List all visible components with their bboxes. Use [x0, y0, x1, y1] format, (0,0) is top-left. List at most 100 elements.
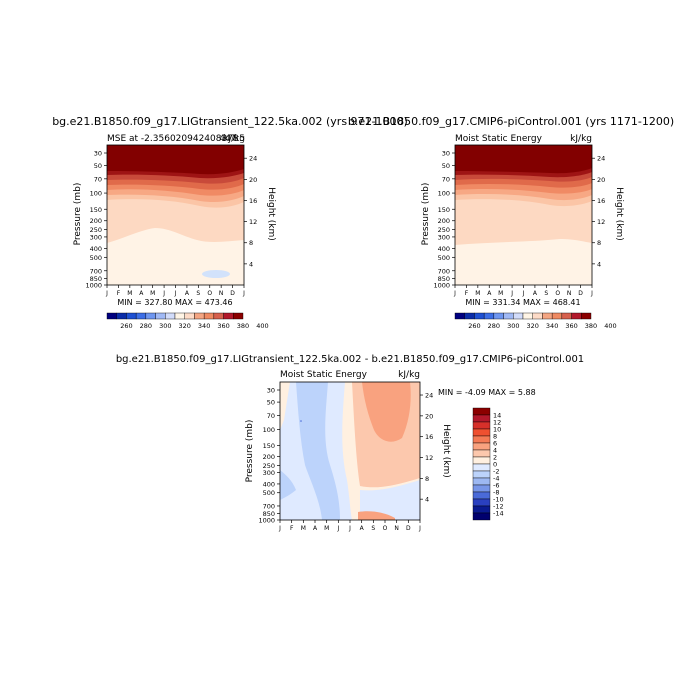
- panel2-colorbar: 260 280 300 320 340 360 380 400: [454, 312, 617, 330]
- y-tick-label-left: 850: [263, 510, 275, 518]
- colorbar-swatch: [472, 407, 491, 416]
- x-tick-label: J: [510, 290, 513, 297]
- x-tick-label: M: [498, 290, 503, 297]
- colorbar-swatch: [472, 484, 491, 493]
- x-tick-label: M: [150, 290, 155, 297]
- x-tick-label: J: [418, 525, 421, 532]
- y-tick-label-right: 4: [249, 260, 253, 268]
- x-tick-label: J: [453, 290, 456, 297]
- colorbar-swatch: [203, 312, 215, 320]
- y-tick-label-left: 250: [438, 226, 450, 234]
- panel2-title: b.e21.B1850.f09_g17.CMIP6-piControl.001 …: [348, 115, 674, 128]
- x-tick-label: D: [406, 525, 411, 532]
- panel1-y-ticks-right: 24 20 16 12 8 4: [244, 155, 257, 268]
- y-tick-label-left: 500: [90, 254, 102, 262]
- colorbar-label: 14: [493, 412, 501, 420]
- colorbar-label: 380: [585, 322, 597, 330]
- y-tick-label-left: 400: [263, 480, 275, 488]
- colorbar-swatch: [542, 312, 553, 320]
- x-tick-label: D: [578, 290, 583, 297]
- panel3-ylabel-left: Pressure (mb): [245, 420, 255, 483]
- x-tick-label: O: [383, 525, 388, 532]
- x-tick-label: O: [555, 290, 560, 297]
- colorbar-swatch: [493, 312, 504, 320]
- y-tick-label-right: 16: [249, 197, 257, 205]
- panel1-units: kJ/kg: [223, 134, 245, 144]
- x-tick-label: S: [544, 290, 548, 297]
- colorbar-swatch: [561, 312, 572, 320]
- panel3-ylabel-right: Height (km): [441, 424, 451, 478]
- y-tick-label-left: 300: [438, 233, 450, 241]
- y-tick-label-left: 1000: [258, 517, 275, 525]
- colorbar-swatch: [454, 312, 465, 320]
- x-tick-label: A: [313, 525, 318, 532]
- colorbar-swatch: [135, 312, 147, 320]
- y-tick-label-left: 100: [438, 190, 450, 198]
- x-tick-label: A: [360, 525, 365, 532]
- y-tick-label-right: 24: [425, 392, 433, 400]
- y-tick-label-left: 50: [94, 162, 102, 170]
- colorbar-label: 260: [468, 322, 480, 330]
- colorbar-swatch: [155, 312, 166, 320]
- panel1-subtitle: MSE at -2.356020942408378: [107, 134, 239, 144]
- y-tick-label-left: 100: [90, 190, 102, 198]
- colorbar-label: 300: [507, 322, 519, 330]
- x-tick-label: M: [301, 525, 306, 532]
- colorbar-swatch: [483, 312, 495, 320]
- colorbar-swatch: [174, 312, 185, 320]
- colorbar-label: 280: [140, 322, 152, 330]
- colorbar-swatch: [472, 414, 491, 423]
- y-tick-label-right: 12: [425, 454, 433, 462]
- colorbar-swatch: [581, 312, 592, 320]
- panel3-region-neg2-left: [280, 470, 296, 500]
- y-tick-label-left: 70: [267, 412, 275, 420]
- y-tick-label-left: 70: [442, 175, 450, 183]
- y-tick-label-right: 20: [597, 176, 605, 184]
- y-tick-label-left: 700: [263, 502, 275, 510]
- y-tick-label-left: 30: [94, 150, 102, 158]
- colorbar-label: 6: [493, 440, 497, 448]
- panel3-region-pos-bottom: [358, 511, 395, 520]
- panel2-plot-area: [455, 145, 592, 285]
- y-tick-label-left: 300: [90, 233, 102, 241]
- colorbar-label: 400: [256, 322, 268, 330]
- x-tick-label: J: [336, 525, 339, 532]
- panel3-region-neg2: [296, 382, 340, 520]
- x-tick-label: M: [324, 525, 329, 532]
- y-tick-label-right: 12: [249, 218, 257, 226]
- x-tick-label: J: [174, 290, 177, 297]
- panel1-band-top: [107, 145, 244, 175]
- panel3-plot-area: [280, 382, 420, 520]
- colorbar-swatch: [165, 312, 176, 320]
- colorbar-swatch: [472, 498, 491, 507]
- y-tick-label-left: 200: [263, 453, 275, 461]
- y-tick-label-left: 100: [263, 426, 275, 434]
- x-tick-label: N: [567, 290, 572, 297]
- y-tick-label-left: 50: [442, 162, 450, 170]
- y-tick-label-right: 4: [597, 260, 601, 268]
- x-tick-label: A: [487, 290, 492, 297]
- colorbar-label: 340: [198, 322, 210, 330]
- x-tick-label: J: [242, 290, 245, 297]
- panel2-subtitle: Moist Static Energy: [455, 134, 543, 144]
- y-tick-label-right: 20: [249, 176, 257, 184]
- y-tick-label-left: 700: [438, 267, 450, 275]
- y-tick-label-left: 250: [90, 226, 102, 234]
- panel-liG-transient: bg.e21.B1850.f09_g17.LIGtransient_122.5k…: [52, 115, 408, 330]
- y-tick-label-left: 850: [438, 275, 450, 283]
- x-tick-label: F: [465, 290, 469, 297]
- colorbar-label: 320: [527, 322, 539, 330]
- y-tick-label-left: 50: [267, 399, 275, 407]
- colorbar-swatch: [145, 312, 156, 320]
- colorbar-label: 340: [546, 322, 558, 330]
- x-tick-label: J: [522, 290, 525, 297]
- colorbar-label: 4: [493, 447, 497, 455]
- colorbar-label: -2: [493, 468, 499, 476]
- colorbar-swatch: [532, 312, 543, 320]
